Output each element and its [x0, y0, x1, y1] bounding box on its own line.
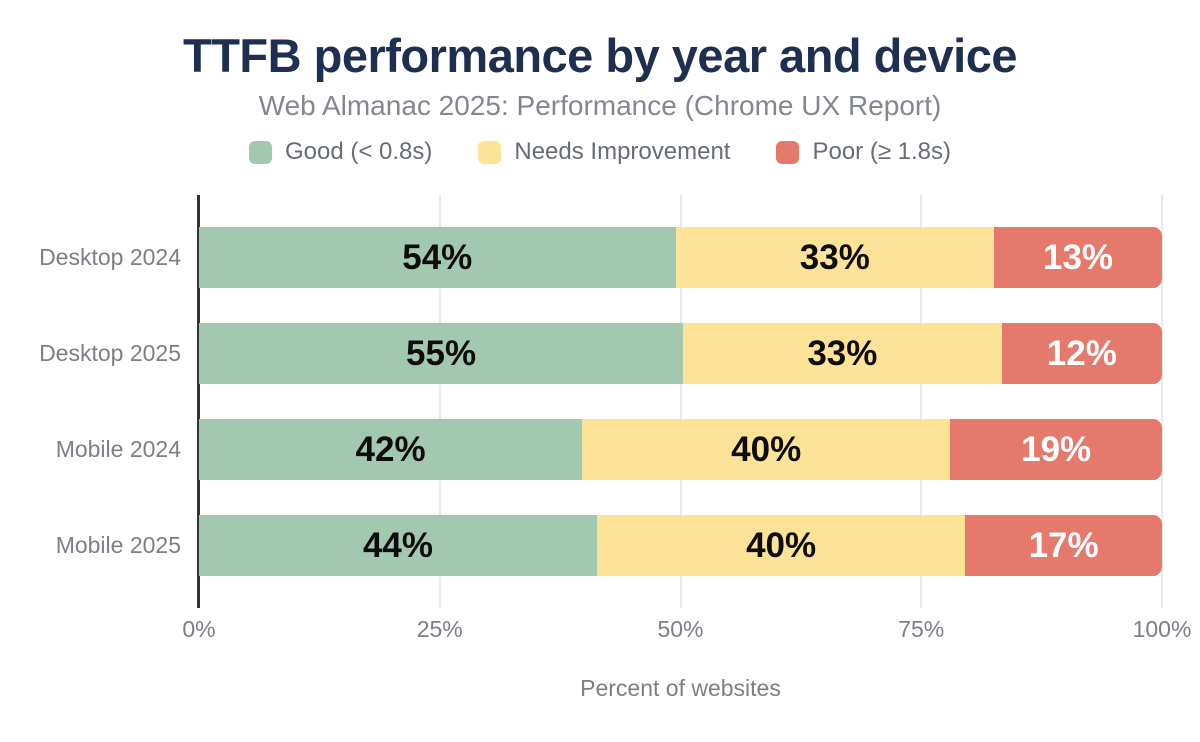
chart-title: TTFB performance by year and device	[182, 29, 1018, 82]
x-axis-label: Percent of websites	[580, 675, 781, 701]
x-tick-label-0: 0%	[182, 616, 216, 642]
bar-segment-series-1: 33%	[683, 323, 1002, 384]
bar-segment-series-0: 54%	[199, 227, 676, 288]
gridline-25	[438, 195, 441, 608]
bar-row: Mobile 2025 44% 40% 17%	[0, 515, 1162, 576]
bar-segment-series-1: 33%	[675, 227, 995, 288]
bar-segment-series-1: 40%	[597, 515, 966, 576]
bar-row: Desktop 2024 54% 33% 13%	[0, 227, 1162, 288]
x-tick-label-25: 25%	[416, 616, 463, 642]
legend-swatch-poor	[776, 140, 800, 164]
legend-label-poor: Poor (≥ 1.8s)	[812, 138, 952, 165]
bar-segment-series-2: 17%	[965, 515, 1162, 576]
legend-label-good: Good (< 0.8s)	[284, 138, 433, 165]
legend-swatch-needs-improvement	[478, 140, 502, 164]
x-tick-label-75: 75%	[898, 616, 945, 642]
category-label: Desktop 2024	[39, 244, 181, 270]
bar-value-label: 42%	[355, 429, 426, 469]
bar-value-label: 40%	[731, 429, 802, 469]
legend-label-needs-improvement: Needs Improvement	[514, 138, 731, 165]
legend-item-poor: Poor (≥ 1.8s)	[776, 138, 951, 166]
bar-value-label: 33%	[799, 237, 870, 277]
gridline-50	[679, 195, 682, 608]
bar-row: Mobile 2024 42% 40% 19%	[0, 419, 1162, 480]
gridline-75	[920, 195, 923, 608]
bar-row: Desktop 2025 55% 33% 12%	[0, 323, 1162, 384]
bar-value-label: 55%	[406, 333, 477, 373]
bar-segment-series-2: 19%	[950, 419, 1162, 480]
bar-value-label: 17%	[1028, 525, 1099, 565]
bar-value-label: 13%	[1042, 237, 1114, 277]
x-tick-label-100: 100%	[1132, 616, 1192, 642]
category-label: Mobile 2025	[55, 532, 181, 558]
bar-value-label: 12%	[1046, 333, 1117, 373]
bar-segment-series-0: 42%	[199, 419, 583, 480]
bar-segment-series-0: 44%	[199, 515, 598, 576]
category-label: Mobile 2024	[55, 436, 181, 462]
legend-item-good: Good (< 0.8s)	[248, 138, 433, 166]
x-axis-ticks: 0% 25% 50% 75% 100%	[0, 608, 1200, 642]
bar-segments: 55% 33% 12%	[199, 323, 1162, 384]
legend: Good (< 0.8s) Needs Improvement Poor (≥ …	[0, 138, 1200, 166]
bar-value-label: 33%	[807, 333, 878, 373]
gridlines	[199, 195, 1163, 608]
y-axis-line	[197, 195, 200, 608]
bar-segment-series-1: 40%	[582, 419, 951, 480]
bar-segments: 54% 33% 13%	[199, 227, 1162, 288]
bar-value-label: 54%	[402, 237, 473, 277]
bar-segment-series-2: 13%	[994, 227, 1162, 288]
category-label: Desktop 2025	[39, 340, 181, 366]
gridline-100	[1161, 195, 1163, 608]
chart-subtitle: Web Almanac 2025: Performance (Chrome UX…	[258, 90, 942, 121]
bar-value-label: 44%	[362, 525, 434, 565]
bar-segment-series-2: 12%	[1001, 323, 1162, 384]
bar-segments: 44% 40% 17%	[199, 515, 1162, 576]
bar-segment-series-0: 55%	[199, 323, 684, 384]
legend-item-needs-improvement: Needs Improvement	[478, 138, 730, 166]
bar-rows: Desktop 2024 54% 33% 13% Desktop 2025 55% 33% 1…	[0, 195, 1162, 608]
x-tick-label-50: 50%	[657, 616, 704, 642]
bar-segments: 42% 40% 19%	[199, 419, 1162, 480]
bar-value-label: 19%	[1021, 429, 1092, 469]
bar-value-label: 40%	[746, 525, 817, 565]
plot-area: Desktop 2024 54% 33% 13% Desktop 2025 55% 33% 1…	[0, 195, 1200, 608]
legend-swatch-good	[248, 140, 272, 164]
